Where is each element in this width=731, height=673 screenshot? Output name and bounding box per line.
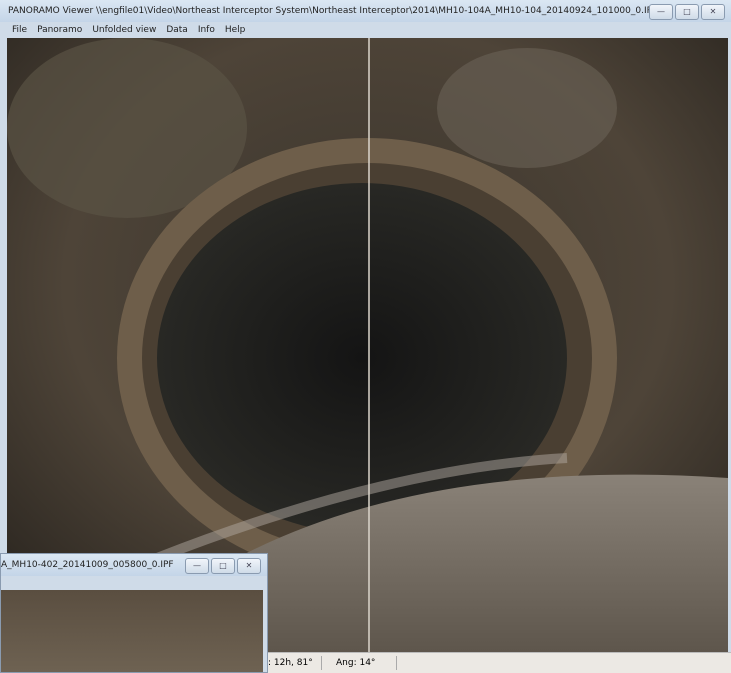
pipe-image (7, 38, 728, 652)
status-angle: Ang: 14° (336, 656, 397, 670)
second-image (1, 590, 263, 672)
menu-item[interactable]: Data (166, 25, 188, 35)
close-button[interactable]: ✕ (701, 4, 725, 20)
menu-item[interactable]: Help (224, 25, 246, 35)
menu-item[interactable]: Unfolded view (92, 25, 157, 35)
menu-bar: File Panoramo Unfolded view Data Info Help (0, 22, 731, 38)
window-buttons: — □ ✕ (649, 4, 725, 20)
second-titlebar: A_MH10-402_20141009_005800_0.IPF — □ ✕ (1, 554, 267, 576)
minimize-button[interactable]: — (649, 4, 673, 20)
close-button[interactable]: ✕ (237, 558, 261, 574)
second-window-title: A_MH10-402_20141009_005800_0.IPF (1, 560, 174, 570)
menu-item[interactable]: Info (197, 25, 215, 35)
menu-item[interactable]: Panoramo (37, 25, 83, 35)
second-window-buttons: — □ ✕ (185, 558, 261, 574)
menu-item[interactable]: File (12, 25, 28, 35)
minimize-button[interactable]: — (185, 558, 209, 574)
main-titlebar: PANORAMO Viewer \\engfile01\Video\Northe… (0, 0, 731, 22)
status-position: : 12h, 81° (268, 656, 322, 670)
maximize-button[interactable]: □ (211, 558, 235, 574)
maximize-button[interactable]: □ (675, 4, 699, 20)
second-window: A_MH10-402_20141009_005800_0.IPF — □ ✕ (0, 553, 268, 673)
window-title: PANORAMO Viewer \\engfile01\Video\Northe… (8, 6, 658, 16)
